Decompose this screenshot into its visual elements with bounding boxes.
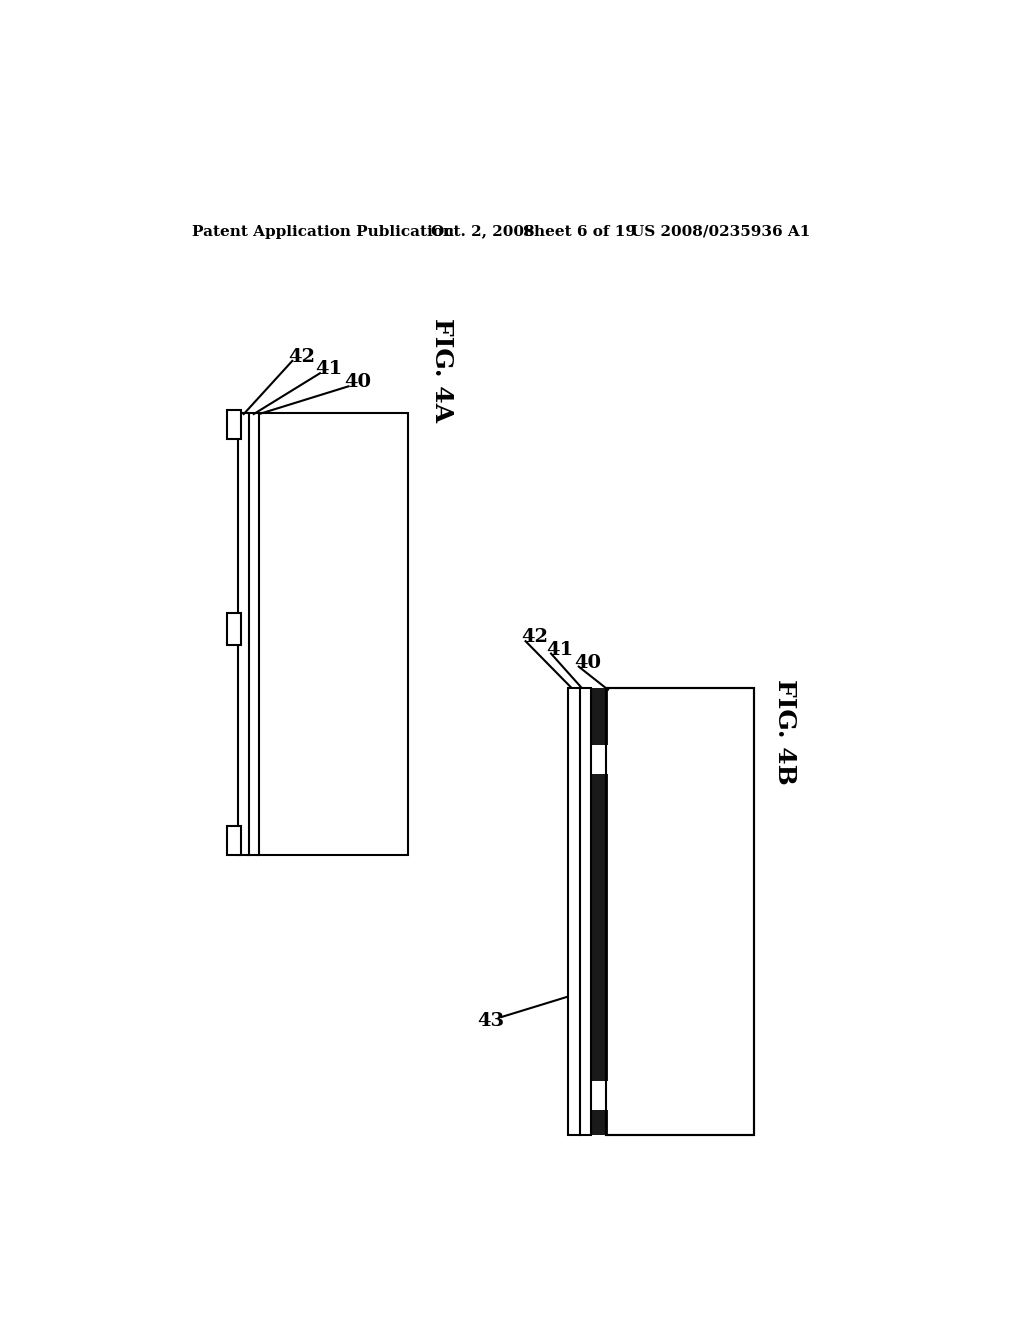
Text: 42: 42 — [521, 628, 548, 647]
Bar — [258, 413, 408, 855]
Text: 41: 41 — [547, 640, 573, 659]
Bar — [590, 1081, 608, 1110]
Bar — [226, 411, 241, 440]
Bar — [590, 688, 608, 1135]
Bar — [590, 744, 608, 775]
Bar — [568, 688, 581, 1135]
Bar — [226, 826, 241, 855]
Text: Oct. 2, 2008: Oct. 2, 2008 — [431, 224, 535, 239]
Bar — [226, 612, 241, 645]
Text: 42: 42 — [288, 348, 315, 366]
Text: FIG. 4B: FIG. 4B — [773, 680, 797, 785]
Bar — [606, 688, 755, 1135]
Bar — [239, 413, 249, 855]
Text: 40: 40 — [344, 374, 372, 392]
Text: 41: 41 — [315, 360, 343, 379]
Text: Patent Application Publication: Patent Application Publication — [193, 224, 455, 239]
Text: Sheet 6 of 19: Sheet 6 of 19 — [523, 224, 636, 239]
Text: FIG. 4A: FIG. 4A — [430, 318, 455, 422]
Text: 40: 40 — [574, 653, 601, 672]
Text: 43: 43 — [477, 1012, 505, 1030]
Bar — [579, 688, 591, 1135]
Text: US 2008/0235936 A1: US 2008/0235936 A1 — [631, 224, 810, 239]
Bar — [248, 413, 259, 855]
Bar — [606, 688, 755, 1135]
